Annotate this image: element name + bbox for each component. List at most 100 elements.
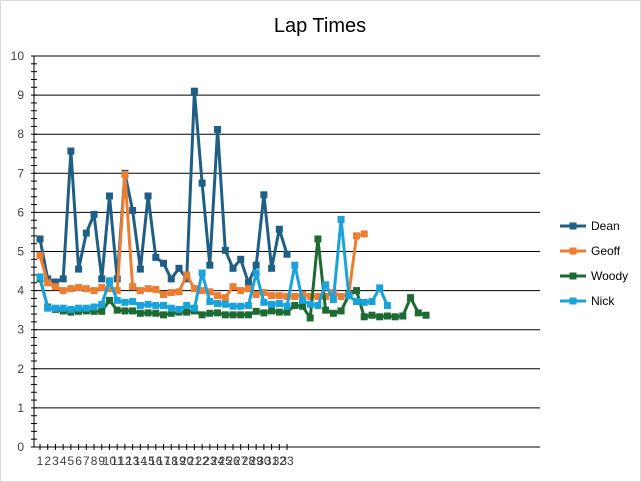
- x-tick-label: 17: [157, 454, 171, 468]
- data-point-dean: [98, 275, 106, 283]
- x-tick-label: 23: [203, 454, 217, 468]
- x-tick-label: 16: [149, 454, 163, 468]
- data-point-nick: [306, 300, 314, 308]
- data-point-nick: [353, 298, 361, 306]
- data-point-geoff: [98, 283, 106, 291]
- data-point-nick: [36, 273, 44, 281]
- data-point-nick: [152, 301, 160, 309]
- data-point-nick: [298, 296, 306, 304]
- legend-item-geoff: Geoff: [560, 244, 621, 258]
- data-point-woody: [314, 235, 322, 243]
- x-tick-label: 32: [273, 454, 287, 468]
- data-point-dean: [105, 192, 113, 200]
- data-point-nick: [160, 301, 168, 309]
- y-tick-label: 8: [17, 127, 24, 141]
- data-point-nick: [175, 305, 183, 313]
- data-point-geoff: [144, 285, 152, 293]
- data-point-geoff: [206, 288, 214, 296]
- gridlines: [34, 55, 540, 448]
- legend-item-woody: Woody: [560, 269, 628, 283]
- data-point-woody: [214, 309, 222, 317]
- x-tick-label: 27: [234, 454, 248, 468]
- data-point-geoff: [121, 170, 129, 178]
- data-point-woody: [221, 311, 229, 319]
- data-point-geoff: [198, 287, 206, 295]
- data-point-woody: [152, 309, 160, 317]
- data-point-nick: [98, 300, 106, 308]
- data-point-woody: [136, 309, 144, 317]
- data-point-nick: [75, 304, 83, 312]
- data-point-nick: [314, 301, 322, 309]
- data-point-dean: [75, 265, 83, 273]
- data-point-woody: [268, 307, 276, 315]
- y-tick-label: 10: [11, 49, 25, 63]
- data-point-woody: [244, 311, 252, 319]
- data-point-dean: [183, 275, 191, 283]
- data-point-dean: [136, 265, 144, 273]
- data-point-geoff: [275, 292, 283, 300]
- data-point-woody: [183, 308, 191, 316]
- x-tick-label: 7: [83, 454, 90, 468]
- data-point-woody: [329, 309, 337, 317]
- data-point-geoff: [167, 289, 175, 297]
- data-point-nick: [252, 269, 260, 277]
- x-tick-label: 13: [126, 454, 140, 468]
- data-point-nick: [198, 269, 206, 277]
- data-point-nick: [67, 305, 75, 313]
- data-point-nick: [144, 300, 152, 308]
- data-point-woody: [275, 308, 283, 316]
- data-point-woody: [298, 302, 306, 310]
- x-tick-label: 12: [118, 454, 132, 468]
- data-point-geoff: [105, 285, 113, 293]
- y-tick-label: 7: [17, 166, 24, 180]
- data-point-nick: [206, 298, 214, 306]
- data-point-woody: [98, 307, 106, 315]
- data-point-nick: [368, 298, 376, 306]
- series-lines: [36, 87, 430, 322]
- data-point-woody: [422, 311, 430, 319]
- x-tick-label: 15: [141, 454, 155, 468]
- data-point-geoff: [183, 271, 191, 279]
- data-point-dean: [67, 147, 75, 155]
- data-point-woody: [322, 306, 330, 314]
- data-point-dean: [260, 191, 268, 199]
- data-point-geoff: [113, 287, 121, 295]
- x-tick-label: 19: [172, 454, 186, 468]
- data-point-woody: [105, 296, 113, 304]
- data-point-dean: [160, 259, 168, 267]
- series-line-nick: [38, 217, 389, 311]
- data-point-dean: [129, 206, 137, 214]
- data-point-geoff: [36, 251, 44, 259]
- data-point-nick: [44, 304, 52, 312]
- y-tick-label: 3: [17, 323, 24, 337]
- data-point-nick: [268, 300, 276, 308]
- data-point-woody: [198, 311, 206, 319]
- data-point-woody: [306, 314, 314, 322]
- data-point-dean: [36, 235, 44, 243]
- data-point-nick: [345, 292, 353, 300]
- data-point-geoff: [82, 285, 90, 293]
- data-point-geoff: [221, 294, 229, 302]
- data-point-woody: [283, 308, 291, 316]
- data-point-geoff: [51, 283, 59, 291]
- data-point-geoff: [337, 292, 345, 300]
- data-point-dean: [206, 261, 214, 269]
- data-point-nick: [136, 301, 144, 309]
- data-point-geoff: [291, 292, 299, 300]
- x-tick-label: 8: [91, 454, 98, 468]
- data-point-woody: [414, 309, 422, 317]
- data-point-nick: [221, 300, 229, 308]
- data-point-woody: [160, 311, 168, 319]
- data-point-woody: [360, 313, 368, 321]
- data-point-nick: [113, 296, 121, 304]
- data-point-woody: [383, 312, 391, 320]
- data-point-geoff: [90, 287, 98, 295]
- x-tick-label: 26: [226, 454, 240, 468]
- data-point-geoff: [244, 285, 252, 293]
- data-point-woody: [337, 307, 345, 315]
- data-point-dean: [175, 264, 183, 272]
- data-point-geoff: [306, 292, 314, 300]
- data-point-nick: [322, 281, 330, 289]
